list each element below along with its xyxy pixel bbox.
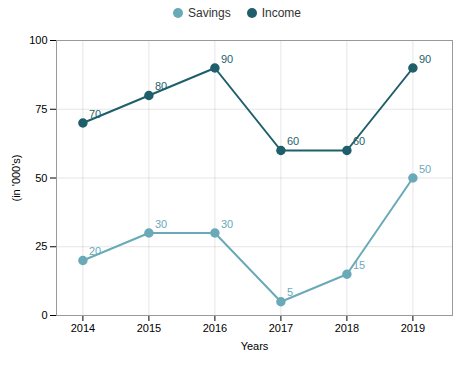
svg-text:2019: 2019: [401, 322, 425, 334]
svg-text:2016: 2016: [203, 322, 227, 334]
svg-text:2014: 2014: [71, 322, 95, 334]
svg-text:100: 100: [29, 34, 47, 46]
svg-text:30: 30: [221, 218, 233, 230]
svg-text:90: 90: [221, 53, 233, 65]
svg-text:60: 60: [287, 135, 299, 147]
svg-text:20: 20: [89, 245, 101, 257]
svg-text:2018: 2018: [335, 322, 359, 334]
svg-text:2017: 2017: [269, 322, 293, 334]
svg-text:50: 50: [35, 172, 47, 184]
svg-text:70: 70: [89, 108, 101, 120]
html-text:Savings: Savings: [188, 6, 231, 20]
svg-text:5: 5: [287, 286, 293, 298]
svg-text:15: 15: [353, 259, 365, 271]
html-text:Income: Income: [261, 6, 301, 20]
svg-text:80: 80: [155, 80, 167, 92]
svg-text:Years: Years: [241, 340, 269, 352]
svg-text:2015: 2015: [137, 322, 161, 334]
svg-text:60: 60: [353, 135, 365, 147]
svg-text:25: 25: [35, 240, 47, 252]
svg-text:0: 0: [41, 309, 47, 321]
svg-text:30: 30: [155, 218, 167, 230]
svg-text:75: 75: [35, 103, 47, 115]
svg-text:(in '000's): (in '000's): [10, 155, 22, 202]
svg-text:90: 90: [419, 53, 431, 65]
svg-text:50: 50: [419, 163, 431, 175]
